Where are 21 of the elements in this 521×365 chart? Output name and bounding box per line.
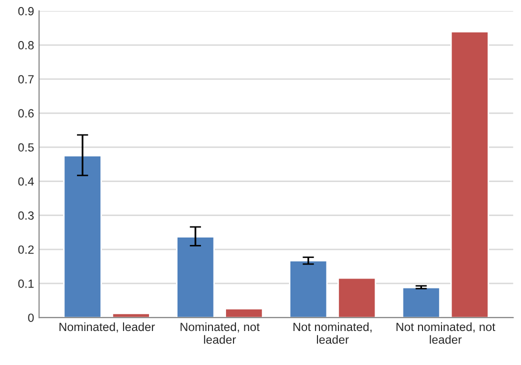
y-tick-label: 0 xyxy=(28,314,34,322)
y-tick-label: 0.9 xyxy=(18,6,34,16)
y-tick-label: 0.1 xyxy=(18,280,34,288)
y-tick-label: 0.5 xyxy=(18,143,34,152)
bar xyxy=(402,286,441,318)
y-tick-label: 0.4 xyxy=(18,177,34,186)
y-tick-label: 0.3 xyxy=(18,211,34,220)
y-tick-label: 0.8 xyxy=(18,41,34,50)
x-tick-label: Nominated, leader xyxy=(60,322,155,332)
bar xyxy=(450,31,490,318)
y-tick-label: 0.7 xyxy=(18,75,34,84)
x-tick-label: Nominated, not leader xyxy=(180,322,260,344)
bar xyxy=(288,260,328,318)
x-tick-label: Not nominated, leader xyxy=(294,322,372,344)
bar xyxy=(224,308,264,318)
y-tick-label: 0.2 xyxy=(18,245,34,254)
x-tick-label: Not nominated, not leader xyxy=(396,322,496,344)
bar xyxy=(338,277,376,318)
bar xyxy=(176,236,215,318)
y-tick-label: 0.6 xyxy=(18,109,34,118)
bar xyxy=(63,155,102,318)
